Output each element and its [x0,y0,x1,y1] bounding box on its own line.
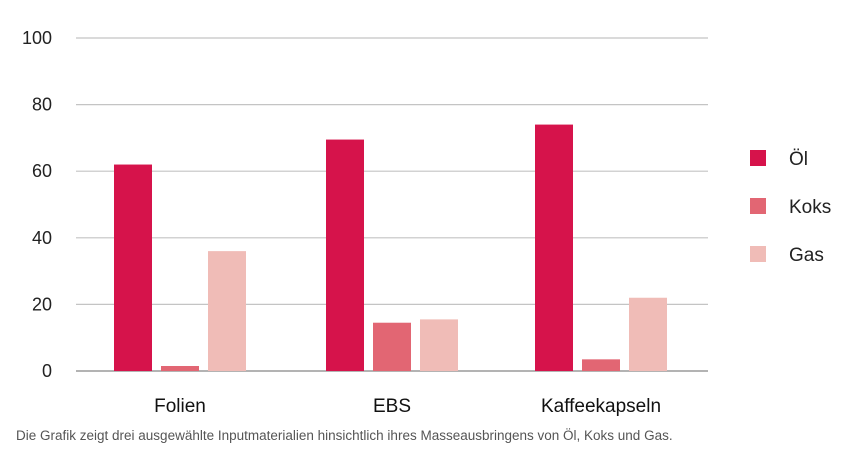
x-tick-label: EBS [373,396,411,417]
gridlines [76,37,708,372]
chart-caption: Die Grafik zeigt drei ausgewählte Inputm… [16,428,673,443]
y-tick-label: 20 [32,294,52,314]
y-tick-label: 100 [22,28,52,48]
bar-kaffeekapseln-1 [582,359,620,371]
bar-folien-1 [161,366,199,371]
y-tick-label: 80 [32,95,52,115]
x-tick-label: Folien [154,396,206,417]
bar-folien-0 [114,164,152,371]
bar-folien-2 [208,251,246,371]
legend-label: Gas [789,245,824,266]
bar-kaffeekapseln-2 [629,297,667,371]
bar-ebs-0 [326,139,364,371]
legend-label: Koks [789,197,831,218]
bars [114,124,667,371]
legend-swatch [750,150,766,166]
y-tick-label: 0 [42,361,52,381]
x-tick-label: Kaffeekapseln [541,396,661,417]
bar-ebs-2 [420,319,458,371]
y-tick-label: 60 [32,161,52,181]
legend-swatch [750,246,766,262]
legend-swatch [750,198,766,214]
legend-label: Öl [789,149,808,170]
bar-ebs-1 [373,322,411,371]
bar-kaffeekapseln-0 [535,124,573,371]
y-tick-label: 40 [32,228,52,248]
x-axis-labels: Folien EBS Kaffeekapseln [154,396,661,417]
legend: Öl Koks Gas [750,149,831,266]
bar-chart: 0 20 40 60 80 100 Folien EBS Kaffeekapseln Öl Ko… [22,28,831,417]
y-axis-ticks: 0 20 40 60 80 100 [22,28,52,381]
